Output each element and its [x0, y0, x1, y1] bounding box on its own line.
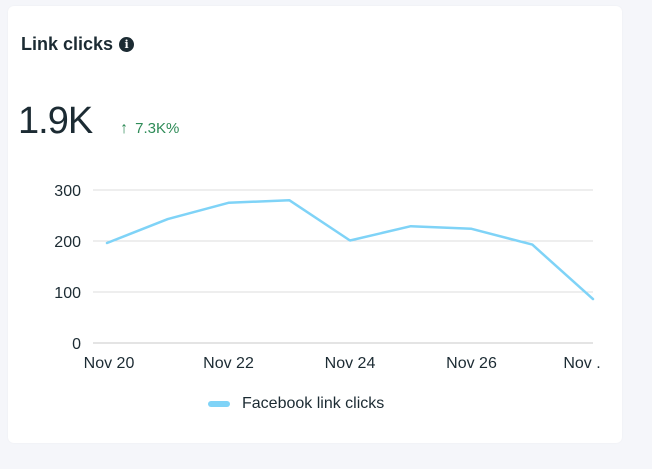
legend-label: Facebook link clicks: [242, 395, 385, 412]
card-header: Link clicks i: [21, 34, 135, 55]
series-line-facebook-link-clicks[interactable]: [105, 198, 595, 301]
y-tick-label: 0: [72, 336, 81, 353]
data-point[interactable]: [466, 223, 478, 235]
data-point[interactable]: [162, 213, 174, 225]
metric-change-value: 7.3K%: [135, 120, 180, 137]
x-tick-label: Nov .: [563, 355, 600, 372]
y-tick-label: 200: [54, 234, 81, 251]
metric-summary: 1.9K ↑ 7.3K%: [18, 100, 179, 143]
data-point[interactable]: [223, 197, 235, 209]
arrow-up-icon: ↑: [120, 120, 129, 137]
x-tick-label: Nov 22: [203, 355, 254, 372]
y-tick-label: 100: [54, 285, 81, 302]
data-point[interactable]: [283, 194, 295, 206]
chart-legend[interactable]: Facebook link clicks: [208, 395, 384, 413]
x-tick-label: Nov 24: [325, 355, 376, 372]
card-title: Link clicks: [21, 34, 114, 54]
data-point[interactable]: [101, 237, 113, 249]
metric-value: 1.9K: [18, 100, 93, 142]
link-clicks-card: [8, 6, 622, 443]
data-point[interactable]: [587, 293, 599, 305]
legend-swatch: [208, 401, 230, 407]
metric-change: ↑ 7.3K%: [120, 120, 179, 138]
data-point[interactable]: [526, 239, 538, 251]
x-tick-label: Nov 26: [446, 355, 497, 372]
data-point[interactable]: [344, 234, 356, 246]
data-point[interactable]: [405, 220, 417, 232]
info-icon[interactable]: i: [119, 37, 135, 52]
x-tick-label: Nov 20: [84, 355, 135, 372]
y-tick-label: 300: [54, 183, 81, 200]
